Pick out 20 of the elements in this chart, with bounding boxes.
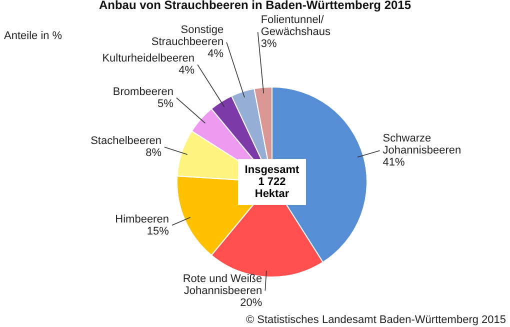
data-label: 3% bbox=[260, 38, 277, 50]
data-label: 4% bbox=[178, 64, 195, 77]
slice-label: Brombeeren bbox=[112, 86, 174, 98]
data-label: 4% bbox=[208, 48, 224, 60]
slice-label: Rote und Weiße Johannisbeeren bbox=[182, 272, 262, 297]
slice-label: Kulturheidelbeeren bbox=[102, 52, 195, 65]
text: Insgesamt 1 722 Hektar bbox=[244, 164, 300, 200]
text: Anteile in % bbox=[4, 30, 62, 42]
data-label: 20% bbox=[240, 296, 262, 309]
slice-label: Schwarze Johannisbeeren bbox=[382, 132, 462, 157]
slice-label: Folientunnel/Gewächshaus bbox=[260, 14, 332, 38]
chart-title: Anbau von Strauchbeeren in Baden-Württemberg 2015 bbox=[98, 0, 412, 12]
data-label: 5% bbox=[158, 98, 174, 110]
slice-label: Sonstige Strauchbeeren bbox=[151, 24, 224, 48]
slice-label: Stachelbeeren bbox=[90, 135, 162, 148]
data-label: 8% bbox=[146, 147, 162, 160]
text: © Statistisches Landesamt Baden-Württemberg 2015 bbox=[246, 314, 506, 326]
data-label: 15% bbox=[146, 225, 170, 238]
data-label: 41% bbox=[382, 156, 406, 169]
slice-label: Himbeeren bbox=[115, 213, 169, 226]
